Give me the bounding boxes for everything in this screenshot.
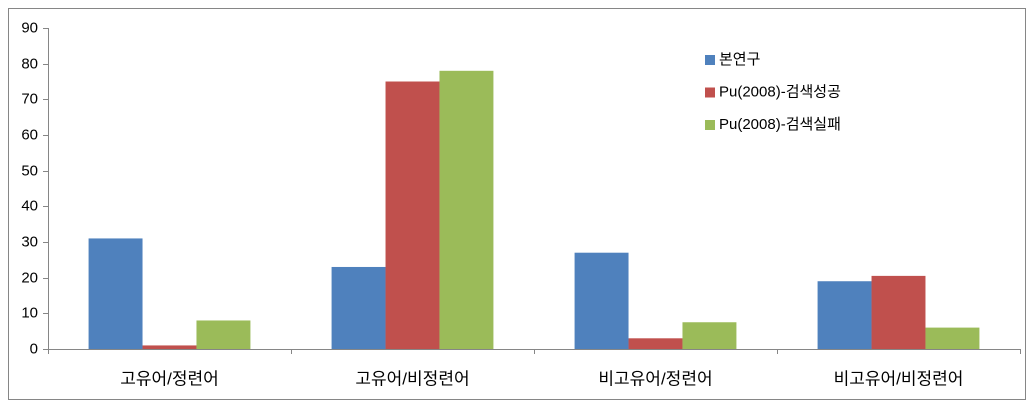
y-tick-label: 70: [21, 90, 38, 107]
y-tick-label: 40: [21, 197, 38, 214]
y-tick-label: 30: [21, 233, 38, 250]
bar: [817, 281, 872, 349]
bar: [385, 81, 440, 349]
y-tick-label: 80: [21, 55, 38, 72]
y-tick-label: 0: [30, 340, 38, 357]
bar: [925, 327, 980, 349]
bar: [628, 338, 683, 349]
legend-label: Pu(2008)-검색실패: [719, 116, 841, 133]
y-tick-label: 60: [21, 126, 38, 143]
bar: [88, 238, 143, 349]
bar: [196, 320, 251, 349]
bar: [682, 322, 737, 349]
legend-swatch: [705, 55, 715, 65]
bar: [871, 275, 926, 349]
legend-swatch: [705, 120, 715, 130]
legend-swatch: [705, 87, 715, 98]
y-tick-label: 10: [21, 304, 38, 321]
bar: [574, 252, 629, 349]
bar: [142, 345, 197, 349]
bar: [439, 70, 494, 350]
y-tick-label: 50: [21, 162, 38, 179]
y-tick-label: 20: [21, 269, 38, 286]
x-tick-label: 고유어/비정련어: [355, 369, 469, 388]
x-tick-label: 비고유어/비정련어: [834, 369, 964, 388]
legend-label: 본연구: [719, 51, 760, 68]
legend-label: Pu(2008)-검색성공: [719, 83, 841, 100]
x-tick-label: 비고유어/정련어: [598, 369, 712, 388]
y-tick-label: 90: [21, 19, 38, 36]
bar: [331, 266, 386, 349]
x-tick-label: 고유어/정련어: [120, 369, 219, 388]
